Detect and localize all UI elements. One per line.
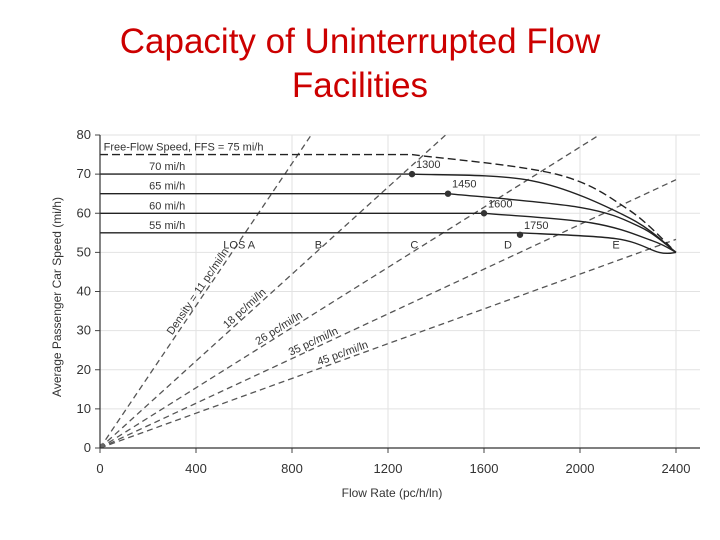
density-line <box>99 134 600 449</box>
x-tick-label: 2000 <box>566 461 595 476</box>
y-tick-label: 30 <box>77 323 91 338</box>
los-label: B <box>315 239 322 251</box>
speed-curve <box>100 212 677 254</box>
speed-curves <box>100 153 677 255</box>
capacity-label: 1300 <box>416 159 440 171</box>
capacity-label: 1450 <box>452 179 476 191</box>
y-tick-label: 60 <box>77 205 91 220</box>
y-tick-label: 80 <box>77 127 91 142</box>
y-tick-label: 40 <box>77 284 91 299</box>
capacity-points <box>99 170 524 449</box>
speed-curve-label: 60 mi/h <box>149 200 185 212</box>
los-label: C <box>410 239 418 251</box>
x-axis-label: Flow Rate (pc/h/ln) <box>342 486 443 500</box>
capacity-point <box>444 190 452 197</box>
los-label: D <box>504 239 512 251</box>
origin-point <box>99 443 105 449</box>
y-tick-label: 50 <box>77 244 91 259</box>
title-line-2: Facilities <box>291 66 429 105</box>
x-tick-label: 1200 <box>374 461 403 476</box>
x-tick-label: 800 <box>281 461 303 476</box>
capacity-label: 1750 <box>524 220 548 232</box>
ffs-label: Free-Flow Speed, FFS = 75 mi/h <box>104 142 264 154</box>
density-line <box>99 134 447 449</box>
speed-curve-label: 55 mi/h <box>149 220 185 232</box>
y-tick-label: 10 <box>77 401 91 416</box>
los-label: E <box>612 239 619 251</box>
page-title: Capacity of Uninterrupted Flow Facilitie… <box>0 20 720 108</box>
x-tick-label: 2400 <box>662 461 691 476</box>
speed-curve <box>100 153 677 253</box>
x-tick-label: 400 <box>185 461 207 476</box>
capacity-point <box>408 170 416 178</box>
los-label: LOS A <box>223 239 255 251</box>
speed-curve <box>100 173 677 253</box>
x-tick-label: 0 <box>96 461 103 476</box>
capacity-point <box>480 210 488 217</box>
speed-curve-label: 70 mi/h <box>149 161 185 173</box>
capacity-point <box>516 231 524 238</box>
capacity-label: 1600 <box>488 198 512 210</box>
density-line <box>99 238 677 449</box>
speed-curve <box>100 232 677 255</box>
grid <box>100 134 700 448</box>
title-line-1: Capacity of Uninterrupted Flow <box>119 22 601 61</box>
y-axis-label: Average Passenger Car Speed (mi/h) <box>50 197 64 397</box>
speed-curve <box>100 193 677 253</box>
density-lines <box>99 134 677 449</box>
x-tick-label: 1600 <box>470 461 499 476</box>
y-tick-label: 20 <box>77 362 91 377</box>
density-line <box>99 134 312 449</box>
y-tick-label: 70 <box>77 166 91 181</box>
density-line <box>99 179 677 449</box>
y-tick-label: 0 <box>84 440 91 455</box>
speed-curve-label: 65 mi/h <box>149 181 185 193</box>
